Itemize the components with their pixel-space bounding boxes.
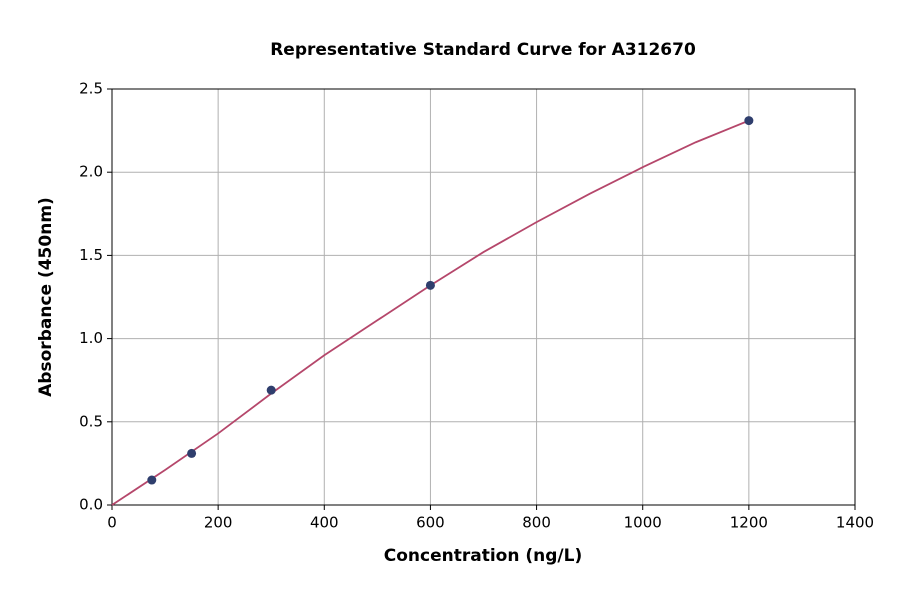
y-axis-label: Absorbance (450nm) [36, 197, 56, 397]
x-tick-label: 600 [416, 514, 445, 532]
data-point [187, 448, 197, 458]
x-tick-label: 1200 [730, 514, 768, 532]
y-tick-label: 2.0 [79, 163, 103, 181]
data-point [147, 475, 157, 485]
chart-title: Representative Standard Curve for A31267… [270, 40, 696, 60]
plot-frame [111, 88, 856, 506]
x-tick-label: 1000 [624, 514, 662, 532]
x-tick-label: 1400 [836, 514, 874, 532]
x-tick-label: 800 [522, 514, 551, 532]
data-point [425, 280, 435, 290]
y-tick-label: 0.5 [79, 412, 103, 430]
y-tick-label: 1.5 [79, 246, 103, 264]
y-tick-label: 0.0 [79, 496, 103, 514]
x-tick-label: 200 [204, 514, 233, 532]
x-axis-label: Concentration (ng/L) [384, 546, 582, 566]
x-tick-label: 0 [107, 514, 117, 532]
x-tick-label: 400 [310, 514, 339, 532]
data-point [266, 385, 276, 395]
data-point [744, 116, 754, 126]
y-tick-label: 1.0 [79, 329, 103, 347]
y-tick-label: 2.5 [79, 80, 103, 98]
